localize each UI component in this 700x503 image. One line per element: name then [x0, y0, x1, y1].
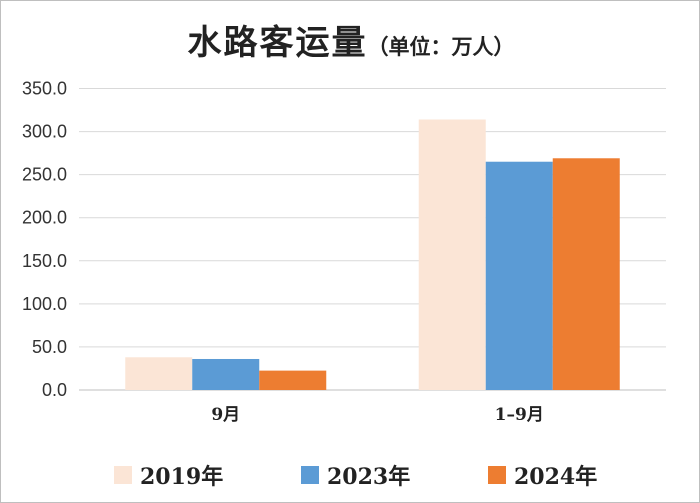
bar [125, 357, 193, 390]
legend-item: 2023年 [301, 457, 410, 493]
legend-swatch [114, 466, 132, 484]
bar [485, 161, 553, 390]
bar [418, 119, 486, 391]
legend: 2019年 2023年 2024年 [1, 457, 699, 493]
legend-swatch [301, 466, 319, 484]
y-tick-label: 150.0 [22, 251, 67, 271]
bar [552, 158, 620, 390]
y-tick-label: 0.0 [42, 380, 67, 400]
x-category-label: 9月 [211, 405, 240, 425]
legend-item: 2019年 [114, 457, 223, 493]
y-tick-label: 300.0 [22, 122, 67, 142]
x-category-label: 1–9月 [495, 405, 544, 425]
legend-swatch [488, 466, 506, 484]
bar [259, 370, 327, 390]
chart-title: 水路客运量 [187, 23, 368, 63]
bar [192, 358, 260, 390]
chart-title-block: 水路客运量（单位：万人） [1, 15, 699, 64]
chart-subtitle: （单位：万人） [367, 34, 515, 59]
y-tick-label: 250.0 [22, 165, 67, 185]
legend-label: 2019年 [140, 464, 224, 490]
y-tick-label: 100.0 [22, 294, 67, 314]
legend-label: 2023年 [327, 464, 411, 490]
y-tick-label: 50.0 [32, 337, 67, 357]
legend-label: 2024年 [514, 464, 598, 490]
y-tick-label: 200.0 [22, 208, 67, 228]
legend-item: 2024年 [488, 457, 597, 493]
bar-chart: 0.0 50.0 100.0 150.0 200.0 250.0 300.0 350.0 9月 1… [22, 79, 666, 425]
y-tick-label: 350.0 [22, 79, 67, 99]
